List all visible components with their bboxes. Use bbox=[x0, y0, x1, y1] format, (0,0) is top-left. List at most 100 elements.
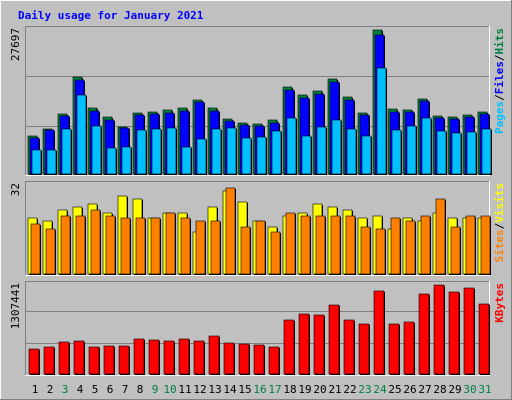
day-label-26: 26 bbox=[403, 383, 416, 396]
day-label-11: 11 bbox=[178, 383, 191, 396]
bar-sites-day-24 bbox=[375, 228, 386, 275]
panel-middle: 32 Sites/Visits bbox=[9, 181, 506, 276]
bar-sites-day-17 bbox=[270, 231, 281, 275]
bar-sites-day-4 bbox=[75, 215, 86, 275]
day-label-3: 3 bbox=[62, 383, 69, 396]
bar-kbytes-day-13 bbox=[208, 335, 220, 375]
bar-kbytes-day-7 bbox=[118, 345, 130, 375]
day-label-25: 25 bbox=[388, 383, 401, 396]
day-label-1: 1 bbox=[32, 383, 39, 396]
legend-segment: / bbox=[493, 54, 506, 61]
bar-sites-day-21 bbox=[330, 215, 341, 275]
day-label-21: 21 bbox=[328, 383, 341, 396]
bar-sites-day-30 bbox=[465, 215, 476, 275]
chart-title: Daily usage for January 2021 bbox=[18, 9, 204, 22]
bar-pages-day-20 bbox=[316, 126, 327, 175]
bar-sites-day-2 bbox=[45, 228, 56, 275]
bar-sites-day-13 bbox=[210, 220, 221, 275]
day-label-27: 27 bbox=[418, 383, 431, 396]
day-label-20: 20 bbox=[313, 383, 326, 396]
day-labels: 1 2 3 4 5 6 7 8 9 10 11 12 13 14 15 16 17 18 19 20 21 22 23 24 2… bbox=[32, 383, 492, 396]
bar-sites-day-10 bbox=[165, 212, 176, 275]
bar-sites-day-25 bbox=[390, 217, 401, 275]
bar-kbytes-day-19 bbox=[298, 313, 310, 375]
day-label-7: 7 bbox=[122, 383, 129, 396]
bar-sites-day-18 bbox=[285, 212, 296, 275]
day-label-8: 8 bbox=[137, 383, 144, 396]
panel-bottom: 1307441 KBytes bbox=[9, 281, 506, 376]
bar-kbytes-day-24 bbox=[373, 290, 385, 375]
bar-kbytes-day-4 bbox=[73, 340, 85, 375]
legend-segment: Pages bbox=[493, 101, 506, 134]
day-label-5: 5 bbox=[92, 383, 99, 396]
bar-kbytes-day-6 bbox=[103, 345, 115, 375]
bar-kbytes-day-31 bbox=[478, 303, 490, 375]
day-label-22: 22 bbox=[343, 383, 356, 396]
bar-pages-day-2 bbox=[46, 149, 57, 175]
bar-pages-day-28 bbox=[436, 130, 447, 175]
bar-pages-day-12 bbox=[196, 138, 207, 175]
bar-kbytes-day-25 bbox=[388, 323, 400, 375]
bar-sites-day-3 bbox=[60, 215, 71, 275]
day-label-16: 16 bbox=[253, 383, 266, 396]
bar-kbytes-day-23 bbox=[358, 323, 370, 375]
bar-kbytes-day-10 bbox=[163, 340, 175, 375]
bar-pages-day-9 bbox=[151, 128, 162, 175]
day-label-13: 13 bbox=[208, 383, 221, 396]
bar-pages-day-5 bbox=[91, 125, 102, 175]
bar-pages-day-19 bbox=[301, 135, 312, 175]
day-label-23: 23 bbox=[358, 383, 371, 396]
bar-sites-day-23 bbox=[360, 226, 371, 275]
day-label-4: 4 bbox=[77, 383, 84, 396]
y-max-label-middle: 32 bbox=[9, 183, 22, 196]
day-label-29: 29 bbox=[448, 383, 461, 396]
bar-sites-day-9 bbox=[150, 217, 161, 275]
bar-pages-day-30 bbox=[466, 131, 477, 175]
y-max-label-bottom: 1307441 bbox=[9, 283, 22, 329]
bar-pages-day-18 bbox=[286, 117, 297, 175]
bar-pages-day-31 bbox=[481, 128, 492, 175]
bar-kbytes-day-18 bbox=[283, 319, 295, 375]
bar-kbytes-day-9 bbox=[148, 339, 160, 375]
bar-kbytes-day-1 bbox=[28, 348, 40, 375]
bar-kbytes-day-20 bbox=[313, 314, 325, 375]
bar-pages-day-29 bbox=[451, 132, 462, 175]
bar-kbytes-day-2 bbox=[43, 346, 55, 375]
bar-sites-day-14 bbox=[225, 187, 236, 275]
bar-pages-day-11 bbox=[181, 146, 192, 175]
bar-sites-day-27 bbox=[420, 215, 431, 275]
day-label-19: 19 bbox=[298, 383, 311, 396]
bar-sites-day-7 bbox=[120, 217, 131, 275]
bar-sites-day-29 bbox=[450, 226, 461, 275]
bar-pages-day-8 bbox=[136, 129, 147, 175]
bar-kbytes-day-5 bbox=[88, 346, 100, 375]
bar-sites-day-12 bbox=[195, 220, 206, 275]
bar-sites-day-31 bbox=[480, 215, 491, 275]
bar-pages-day-7 bbox=[121, 146, 132, 175]
bar-pages-day-26 bbox=[406, 125, 417, 175]
day-label-14: 14 bbox=[223, 383, 237, 396]
bar-kbytes-day-15 bbox=[238, 343, 250, 375]
bar-kbytes-day-26 bbox=[403, 321, 415, 375]
bar-pages-day-15 bbox=[241, 137, 252, 175]
y-max-label-top: 27697 bbox=[9, 28, 22, 61]
bar-sites-day-8 bbox=[135, 217, 146, 275]
day-label-30: 30 bbox=[463, 383, 476, 396]
bar-pages-day-23 bbox=[361, 135, 372, 175]
bar-kbytes-day-12 bbox=[193, 340, 205, 375]
bar-pages-day-14 bbox=[226, 127, 237, 175]
bar-pages-day-22 bbox=[346, 128, 357, 175]
day-label-18: 18 bbox=[283, 383, 296, 396]
bar-sites-day-5 bbox=[90, 209, 101, 275]
legend-top: Pages/Files/Hits bbox=[493, 28, 506, 134]
legend-segment: / bbox=[493, 222, 506, 229]
bar-kbytes-day-21 bbox=[328, 304, 340, 375]
bar-sites-day-26 bbox=[405, 220, 416, 275]
bar-pages-day-16 bbox=[256, 136, 267, 175]
bar-sites-day-16 bbox=[255, 220, 266, 275]
day-label-24: 24 bbox=[373, 383, 387, 396]
legend-bottom: KBytes bbox=[493, 283, 506, 323]
bar-sites-day-6 bbox=[105, 215, 116, 275]
day-label-17: 17 bbox=[268, 383, 281, 396]
